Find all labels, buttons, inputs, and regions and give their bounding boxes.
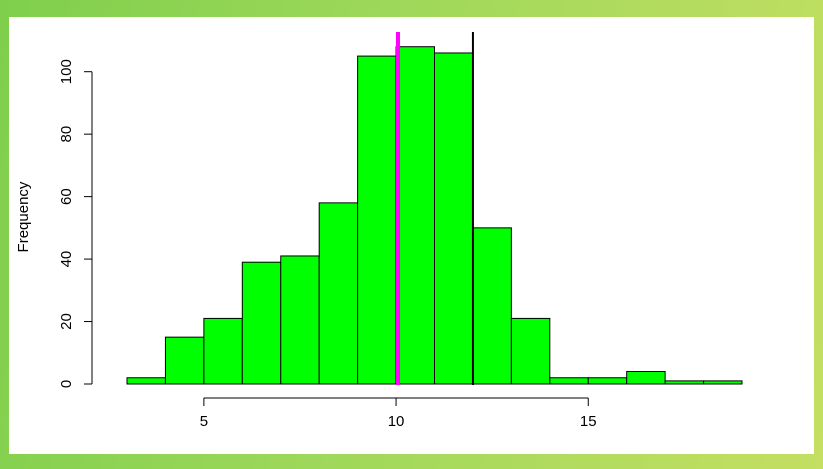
histogram-bar-9 xyxy=(472,227,512,385)
histogram-bar-15 xyxy=(703,380,743,385)
y-tick-label: 100 xyxy=(58,59,75,84)
y-tick-label: 80 xyxy=(58,126,75,143)
reference-lines xyxy=(395,32,474,385)
histogram-bar-7 xyxy=(395,46,435,385)
histogram-bar-12 xyxy=(587,377,628,385)
histogram-bar-2 xyxy=(203,317,243,385)
histogram-bar-6 xyxy=(357,55,397,385)
y-axis: 0 20 40 60 80 100 xyxy=(58,59,93,388)
histogram-bar-3 xyxy=(241,261,282,385)
histogram-bar-4 xyxy=(280,255,320,385)
histogram-chart: 5 10 15 0 20 40 60 80 100 Frequency xyxy=(15,32,743,430)
histogram-bar-8 xyxy=(434,52,474,385)
histogram-bar-5 xyxy=(318,202,359,385)
x-tick-label: 10 xyxy=(388,413,405,430)
x-tick-label: 15 xyxy=(580,413,597,430)
histogram-bar-14 xyxy=(664,380,705,385)
y-tick-label: 60 xyxy=(58,188,75,205)
histogram-bar-1 xyxy=(164,336,205,385)
histogram-bar-0 xyxy=(126,377,166,385)
x-axis: 5 10 15 xyxy=(200,397,597,430)
y-tick-label: 40 xyxy=(58,251,75,268)
plot-panel: 5 10 15 0 20 40 60 80 100 Frequency xyxy=(9,17,814,454)
histogram-bar-11 xyxy=(549,377,589,385)
y-tick-label: 20 xyxy=(58,313,75,330)
y-axis-title: Frequency xyxy=(15,181,32,252)
histogram-bar-10 xyxy=(510,317,551,385)
x-tick-label: 5 xyxy=(200,413,208,430)
histogram-bar-13 xyxy=(626,371,666,385)
histogram-bars xyxy=(126,46,743,385)
y-tick-label: 0 xyxy=(58,380,75,388)
